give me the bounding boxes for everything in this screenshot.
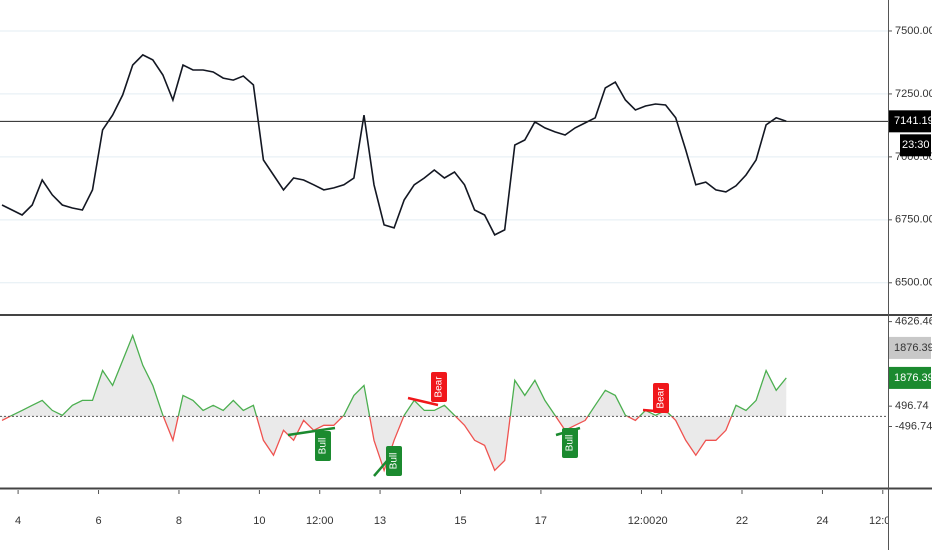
last-value-box-avg — [889, 336, 931, 359]
last-value-label-avg: 1876.39 — [894, 342, 932, 354]
annotation-box — [562, 428, 578, 458]
divergence-line — [287, 426, 336, 437]
annotation-box — [653, 383, 669, 413]
x-tick-label: 8 — [176, 515, 182, 527]
last-price-box — [889, 110, 931, 133]
price-pane — [1, 53, 787, 236]
annotation-label: Bull — [318, 438, 329, 455]
annotation-label: Bull — [565, 435, 576, 452]
last-value-box — [889, 366, 931, 389]
y-tick-label: 4626.46 — [895, 316, 932, 328]
x-axis: 4 6 8 10 12:00 13 15 17 12:00 20 22 24 12:00 — [15, 490, 897, 527]
price-line — [1, 53, 787, 236]
y-tick-label: 7500.00 — [895, 25, 932, 37]
x-tick-label: 20 — [655, 515, 667, 527]
annotation-box — [431, 372, 447, 402]
x-tick-label: 24 — [816, 515, 828, 527]
annotation-box — [386, 446, 402, 476]
x-tick-label: 12:00 — [869, 515, 897, 527]
countdown-label: 23:30 — [902, 139, 930, 151]
x-tick-label: 17 — [535, 515, 547, 527]
x-tick-label: 12:00 — [306, 515, 334, 527]
countdown-box — [900, 134, 931, 157]
annotation-box — [315, 431, 331, 461]
y-tick-label: 7250.00 — [895, 88, 932, 100]
last-price-label: 7141.19 — [894, 115, 932, 127]
osc-line-up — [8, 333, 787, 417]
x-tick-label: 13 — [374, 515, 386, 527]
x-tick-label: 22 — [736, 515, 748, 527]
y-tick-label: 6750.00 — [895, 214, 932, 226]
annotation-label: Bull — [389, 453, 400, 470]
divergence-line — [407, 396, 439, 407]
last-value-label: 1876.39 — [894, 372, 932, 384]
annotation-label: Bear — [656, 387, 667, 409]
x-tick-label: 4 — [15, 515, 21, 527]
x-tick-label: 12:00 — [628, 515, 656, 527]
osc-line-down — [1, 416, 733, 473]
y-tick-label: 496.74 — [895, 400, 929, 412]
x-tick-label: 15 — [454, 515, 466, 527]
x-tick-label: 6 — [95, 515, 101, 527]
annotation-label: Bear — [434, 376, 445, 398]
x-tick-label: 10 — [253, 515, 265, 527]
y-tick-label: -496.74 — [895, 420, 932, 432]
y-tick-label: 6500.00 — [895, 277, 932, 289]
